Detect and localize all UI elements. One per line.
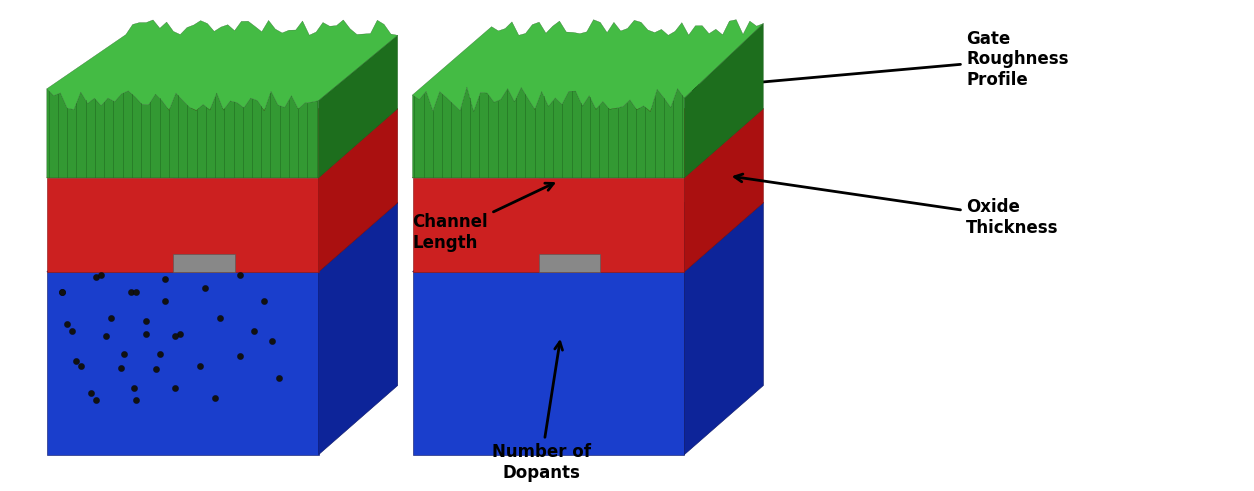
Polygon shape [685,203,764,455]
Polygon shape [413,203,764,272]
Polygon shape [413,178,685,272]
Text: Channel
Length: Channel Length [413,183,553,252]
Text: Gate
Roughness
Profile: Gate Roughness Profile [690,29,1068,92]
Polygon shape [413,272,685,455]
Polygon shape [413,87,685,178]
Polygon shape [173,254,234,272]
Text: Oxide
Thickness: Oxide Thickness [735,174,1058,237]
Polygon shape [413,109,764,178]
Polygon shape [46,178,319,272]
Polygon shape [46,109,398,178]
Polygon shape [319,35,398,178]
Polygon shape [319,109,398,272]
Polygon shape [46,272,319,455]
Polygon shape [173,143,275,178]
Polygon shape [413,20,764,111]
Text: Number of
Dopants: Number of Dopants [492,342,591,482]
Polygon shape [319,203,398,455]
Polygon shape [46,203,398,272]
Polygon shape [46,20,398,111]
Polygon shape [685,24,764,178]
Polygon shape [539,143,640,178]
Polygon shape [539,254,601,272]
Polygon shape [685,109,764,272]
Polygon shape [46,89,319,178]
